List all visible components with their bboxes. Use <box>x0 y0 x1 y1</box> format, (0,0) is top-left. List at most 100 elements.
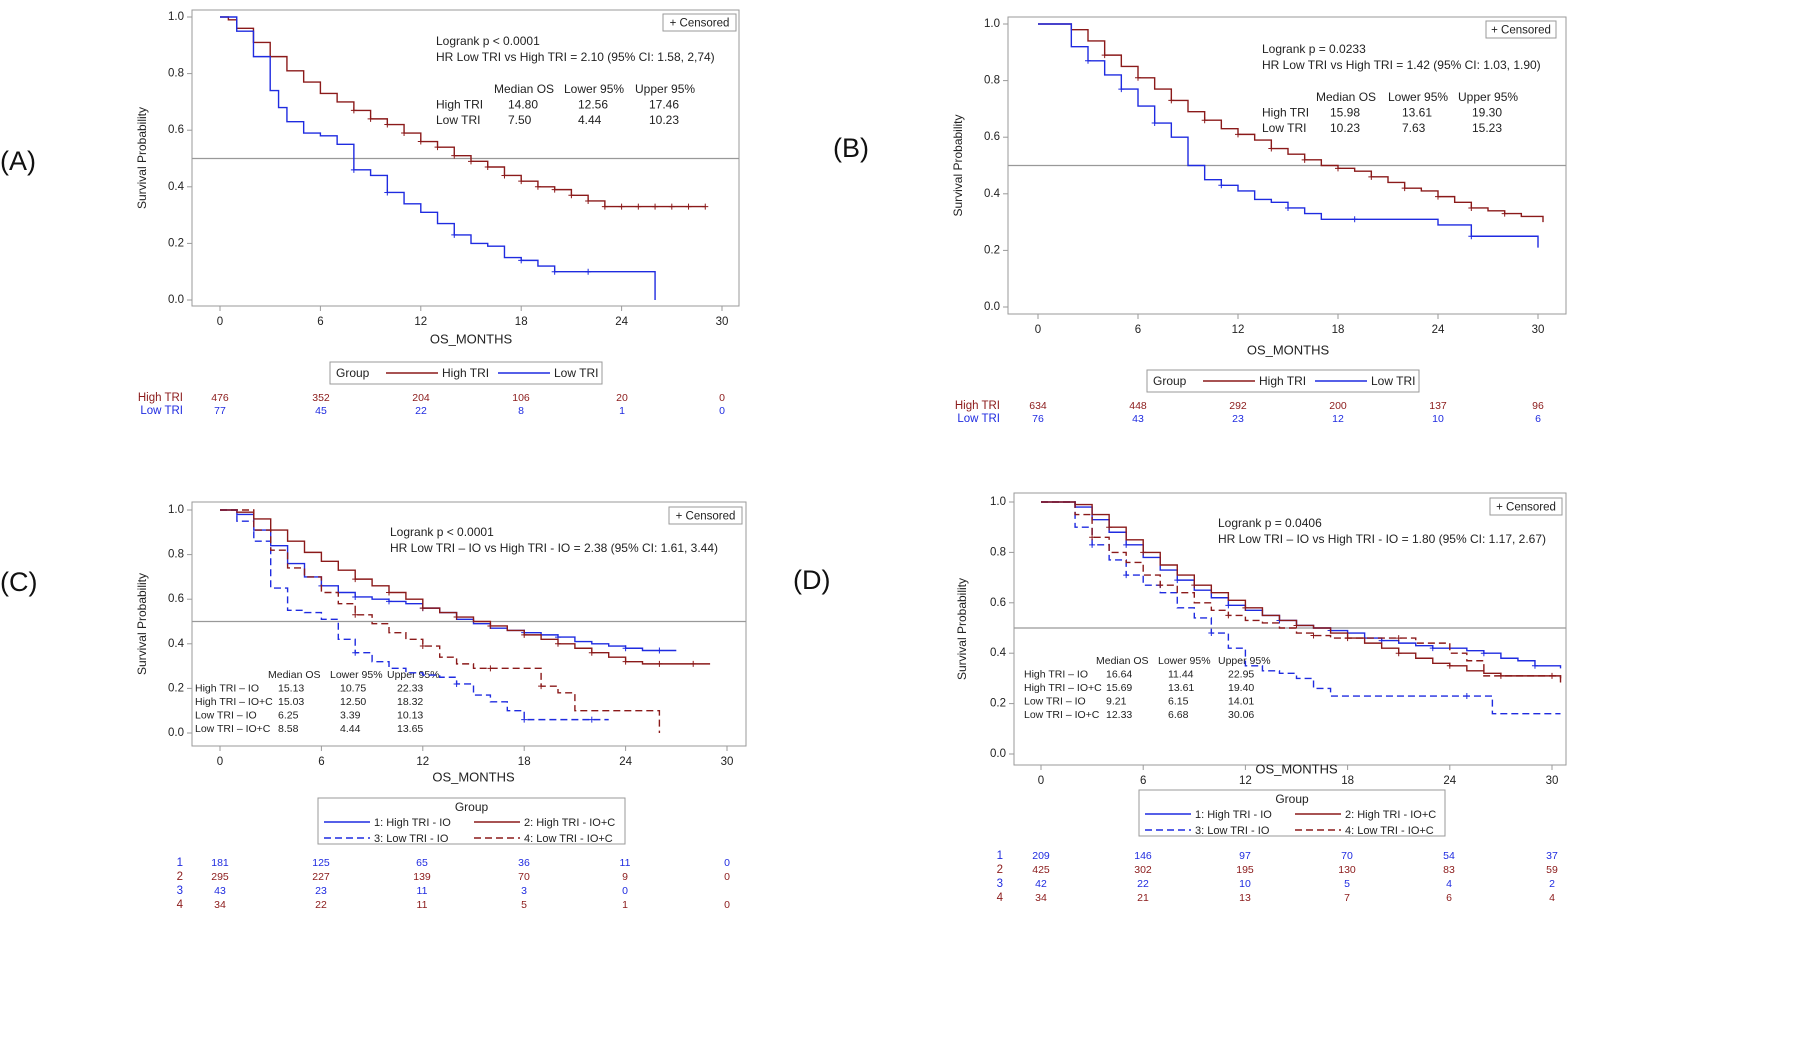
x-axis-label: OS_MONTHS <box>430 331 513 346</box>
censor-mark <box>1351 216 1358 223</box>
risk-count: 1 <box>622 899 628 911</box>
stats-row-label: Low TRI – IO <box>1024 696 1086 708</box>
stats-value: 10.75 <box>340 683 366 695</box>
risk-count: 23 <box>315 885 327 897</box>
y-tick-label: 0.8 <box>168 549 184 561</box>
censor-mark <box>434 144 441 151</box>
censor-mark <box>551 268 558 275</box>
stats-value: 15.03 <box>278 696 304 708</box>
censor-mark <box>417 138 424 145</box>
y-tick-label: 0.2 <box>984 244 1000 256</box>
stats-value: 18.32 <box>397 696 423 708</box>
risk-count: 0 <box>724 857 730 869</box>
censor-mark <box>1191 582 1198 589</box>
censor-mark <box>702 203 709 210</box>
risk-count: 0 <box>719 392 725 404</box>
censor-mark <box>419 643 426 650</box>
panel-label: (B) <box>833 133 869 163</box>
censor-mark <box>1235 131 1241 138</box>
y-tick-label: 0.4 <box>168 181 185 193</box>
x-tick-label: 6 <box>318 756 324 768</box>
legend-title: Group <box>455 800 489 814</box>
risk-count: 200 <box>1329 400 1347 412</box>
risk-row-label: 2 <box>177 871 183 883</box>
x-axis-label: OS_MONTHS <box>432 769 515 784</box>
censor-mark <box>656 647 663 654</box>
censor-mark <box>453 680 460 687</box>
y-axis-label: Survival Probability <box>135 573 149 675</box>
censor-mark <box>622 645 629 652</box>
stats-header-cell: Lower 95% <box>1158 655 1211 667</box>
stats-value: 4.44 <box>578 113 602 127</box>
censor-mark <box>367 115 374 122</box>
x-tick-label: 12 <box>414 316 427 328</box>
risk-count: 11 <box>417 885 428 897</box>
panel-label: (C) <box>0 567 37 597</box>
censor-mark <box>1335 165 1341 172</box>
risk-count: 5 <box>521 899 527 911</box>
censor-mark <box>1201 117 1208 124</box>
censor-mark <box>521 716 528 723</box>
censor-mark <box>601 203 608 210</box>
censor-mark <box>352 649 359 656</box>
risk-row-label: 2 <box>997 864 1003 876</box>
censor-mark <box>484 163 491 170</box>
stats-value: 19.40 <box>1228 682 1254 694</box>
survival-curve-1 <box>1038 23 1544 223</box>
x-tick-label: 12 <box>1239 775 1252 787</box>
stats-value: 12.33 <box>1106 709 1132 721</box>
stats-value: 11.44 <box>1168 669 1194 681</box>
risk-count: 1 <box>619 405 625 417</box>
stats-value: 6.68 <box>1168 709 1189 721</box>
censor-mark <box>1151 120 1158 127</box>
censor-mark <box>352 611 359 618</box>
risk-count: 10 <box>1239 878 1251 890</box>
censor-mark <box>1218 182 1225 189</box>
stats-row-label: Low TRI <box>436 113 480 127</box>
y-axis-label: Survival Probability <box>135 107 149 209</box>
censor-mark <box>1123 541 1130 548</box>
risk-row-label: 3 <box>997 878 1003 890</box>
censor-mark <box>534 183 541 190</box>
censor-mark <box>555 640 561 647</box>
censored-legend-box <box>1489 497 1563 516</box>
risk-count: 425 <box>1032 864 1050 876</box>
censor-mark <box>538 683 545 690</box>
legend-title: Group <box>1275 792 1309 806</box>
censor-mark <box>352 576 359 583</box>
risk-count: 125 <box>312 857 330 869</box>
risk-count: 20 <box>616 392 628 404</box>
risk-count: 292 <box>1229 400 1247 412</box>
risk-count: 37 <box>1546 850 1558 862</box>
censor-mark <box>551 186 558 193</box>
censored-legend-label: + Censored <box>1496 502 1556 514</box>
y-tick-label: 0.8 <box>168 68 184 80</box>
stats-value: 4.44 <box>340 723 361 735</box>
risk-count: 2 <box>1549 878 1555 890</box>
stats-row-label: Low TRI – IO+C <box>195 723 271 735</box>
stats-value: 3.39 <box>340 710 361 722</box>
censor-mark <box>1368 173 1375 180</box>
survival-curve-2 <box>220 16 656 300</box>
x-tick-label: 12 <box>1232 324 1245 336</box>
censor-mark <box>690 660 697 667</box>
risk-row-label: Low TRI <box>140 405 183 417</box>
censor-mark <box>1501 210 1508 217</box>
y-tick-label: 0.2 <box>168 237 184 249</box>
censor-mark <box>1401 185 1408 192</box>
censor-mark <box>1208 630 1215 637</box>
risk-count: 3 <box>521 885 527 897</box>
risk-count: 6 <box>1446 892 1452 904</box>
stats-value: 12.56 <box>578 98 608 112</box>
risk-count: 8 <box>518 405 524 417</box>
stats-value: 19.30 <box>1472 106 1502 120</box>
censor-mark <box>1429 645 1436 652</box>
legend-item-label: 2: High TRI - IO+C <box>524 817 615 829</box>
stats-header-cell: Upper 95% <box>1218 655 1271 667</box>
stats-value: 22.95 <box>1228 669 1254 681</box>
stats-value: 8.58 <box>278 723 299 735</box>
x-axis-label: OS_MONTHS <box>1247 342 1330 357</box>
y-tick-label: 0.6 <box>984 131 1000 143</box>
stats-header-cell: Upper 95% <box>1458 90 1518 104</box>
legend-box <box>1146 369 1420 393</box>
